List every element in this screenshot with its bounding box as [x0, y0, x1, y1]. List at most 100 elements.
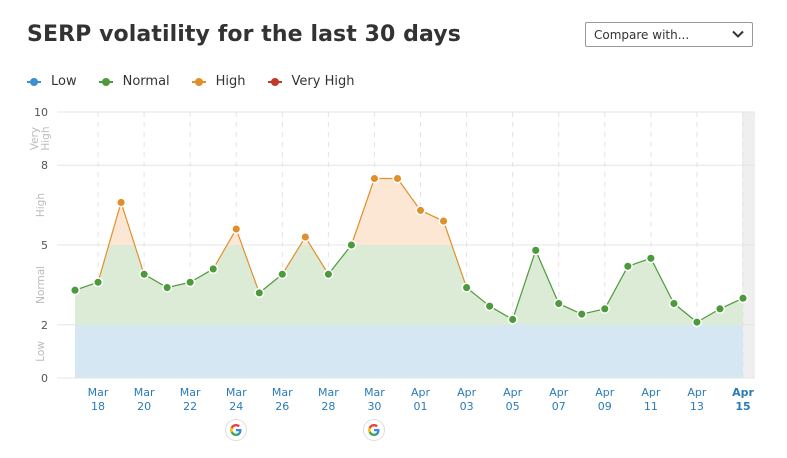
legend-label: Normal [122, 74, 170, 89]
compare-dropdown-label: Compare with... [594, 27, 690, 42]
x-tick-month: Mar [180, 386, 201, 399]
x-tick-day: 07 [552, 400, 566, 413]
x-tick-day: 13 [690, 400, 704, 413]
data-point [553, 298, 564, 309]
data-point [369, 173, 380, 184]
band-label: Low [35, 341, 47, 362]
x-tick-day: 20 [137, 400, 151, 413]
data-point [92, 277, 104, 288]
band-fill-high [75, 178, 743, 245]
legend-item-normal[interactable]: Normal [98, 74, 170, 89]
data-point [415, 205, 426, 216]
chevron-down-icon [731, 27, 745, 44]
data-point [530, 245, 541, 256]
series-line-segment [212, 228, 237, 270]
legend-label: Very High [291, 74, 355, 89]
x-tick-month: Apr [503, 386, 523, 399]
series-line-segment [442, 220, 468, 288]
data-point [139, 269, 150, 280]
x-tick-month: Apr [687, 386, 707, 399]
data-point [691, 317, 702, 328]
chart-legend: Low Normal High Very High [27, 74, 376, 89]
data-point [576, 309, 587, 320]
x-tick-day: 18 [91, 400, 105, 413]
data-point [599, 303, 610, 314]
series-line-segment [396, 178, 422, 211]
data-point [668, 298, 679, 309]
series-line-segment [650, 258, 675, 304]
y-tick-label: 0 [41, 372, 48, 385]
x-tick-day: 11 [644, 400, 658, 413]
series-line-segment [535, 250, 560, 304]
x-tick-day: 26 [275, 400, 289, 413]
legend-dot [30, 77, 38, 86]
legend-dot [270, 77, 279, 86]
band-label: Normal [35, 266, 47, 304]
series-line-segment [512, 250, 537, 320]
legend-marker-icon [27, 77, 41, 86]
data-point [392, 173, 403, 184]
page-title: SERP volatility for the last 30 days [27, 22, 461, 47]
y-tick-label: 5 [41, 239, 48, 252]
y-tick-label: 8 [41, 159, 48, 172]
band-label: VeryHigh [29, 127, 52, 151]
x-tick-month: Mar [364, 386, 385, 399]
x-tick-day: 05 [506, 400, 520, 413]
data-point [507, 314, 518, 325]
band-label: High [35, 193, 47, 217]
compare-dropdown[interactable]: Compare with... [585, 22, 753, 47]
x-tick-day: 30 [367, 400, 381, 413]
x-tick-month: Apr [641, 386, 661, 399]
band-label-line: Low [35, 341, 47, 362]
legend-marker-icon [191, 77, 206, 86]
band-fill-very-high [75, 112, 743, 165]
band-label-line: High [40, 127, 52, 151]
legend-item-low[interactable]: Low [27, 74, 77, 89]
data-point [69, 285, 81, 296]
data-point [346, 239, 357, 251]
google-update-icon[interactable] [364, 420, 385, 440]
data-point [323, 269, 334, 280]
data-point [645, 253, 656, 264]
x-tick-month: Apr [595, 386, 615, 399]
legend-label: Low [51, 74, 77, 89]
band-fill-normal [75, 245, 743, 325]
data-point [254, 287, 265, 298]
x-tick-month: Apr [549, 386, 569, 399]
data-point [116, 197, 127, 208]
series-line-segment [120, 202, 145, 275]
x-tick-day: 28 [321, 400, 335, 413]
series-line-segment [327, 244, 352, 275]
x-tick-month: Mar [88, 386, 109, 399]
band-label-line: Very [29, 127, 41, 150]
google-update-icon[interactable] [226, 420, 247, 440]
series-line-segment [350, 178, 376, 246]
data-point [185, 277, 196, 288]
x-tick-month: Mar [134, 386, 155, 399]
series-line-segment [97, 202, 122, 283]
band-fill-low [75, 324, 743, 378]
legend-dot [101, 77, 110, 86]
x-tick-month: Mar [318, 386, 339, 399]
legend-marker-icon [98, 77, 113, 86]
data-point [162, 282, 173, 293]
series-line-segment [235, 228, 260, 294]
data-point [737, 293, 749, 304]
data-point [208, 263, 219, 274]
x-tick-month: Mar [272, 386, 293, 399]
legend-marker-icon [267, 77, 282, 86]
legend-item-very-high[interactable]: Very High [267, 74, 355, 89]
legend-dot [194, 77, 203, 86]
legend-label: High [215, 74, 246, 89]
data-point [714, 303, 726, 314]
data-point [484, 301, 495, 312]
x-tick-day: 24 [229, 400, 243, 413]
data-point [231, 223, 242, 235]
x-tick-month: Mar [226, 386, 247, 399]
series-line-segment [281, 236, 306, 275]
x-tick-month: Apr [732, 386, 754, 399]
legend-item-high[interactable]: High [191, 74, 246, 89]
x-tick-month: Apr [411, 386, 431, 399]
y-tick-label: 10 [34, 106, 48, 119]
